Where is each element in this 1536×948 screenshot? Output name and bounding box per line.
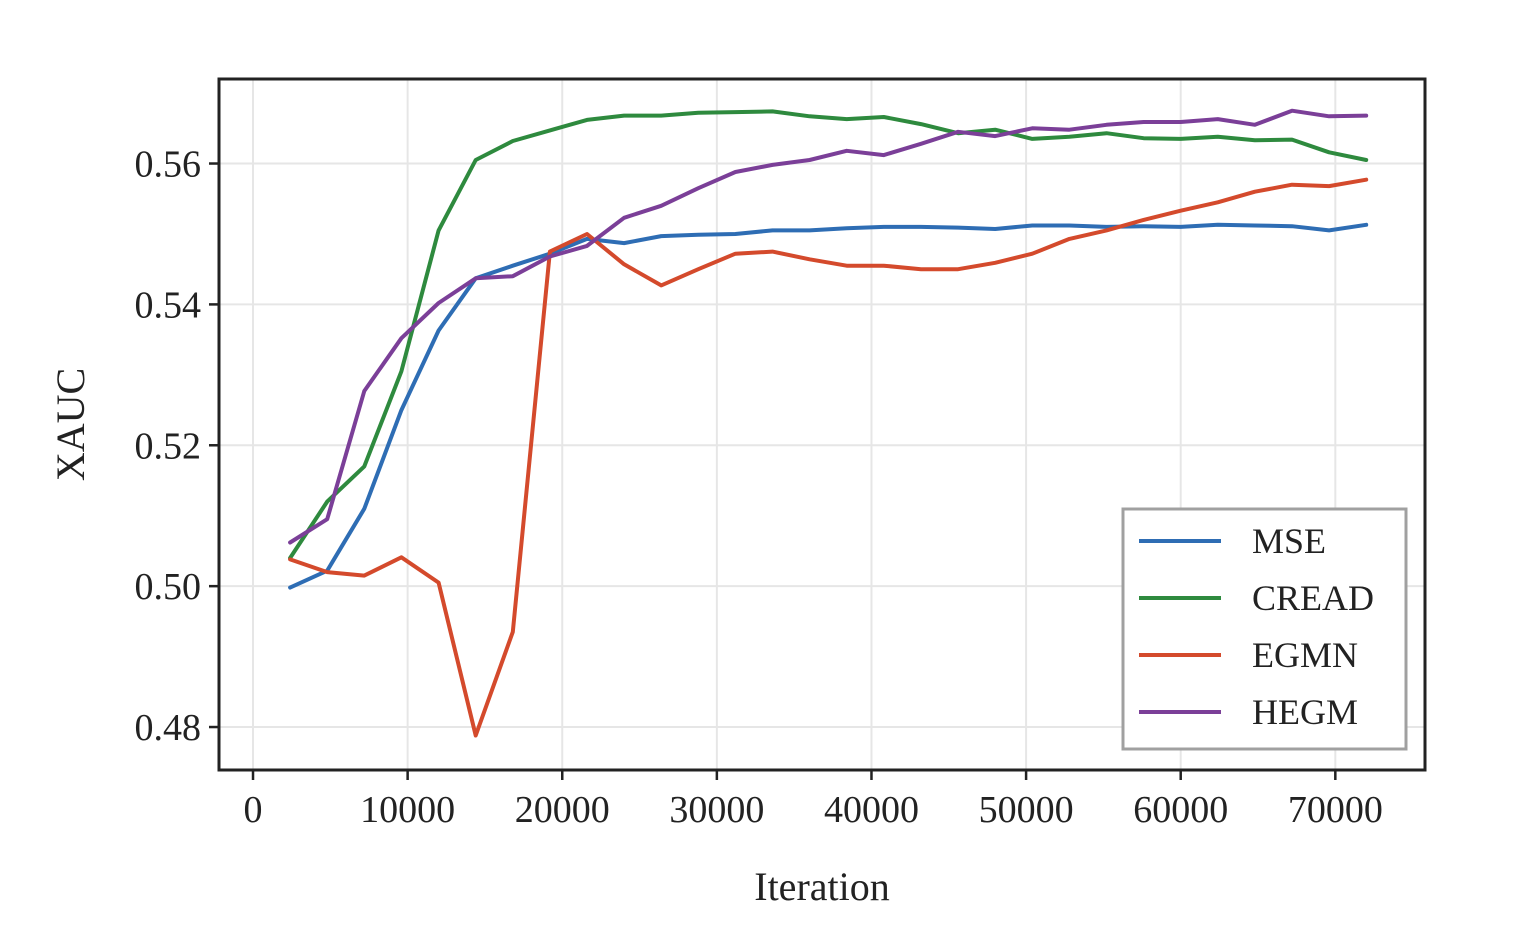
series-line-hegm bbox=[288, 108, 1369, 545]
series-lines bbox=[288, 108, 1369, 738]
y-axis-title: XAUC bbox=[48, 368, 93, 481]
y-tick-label: 0.54 bbox=[135, 284, 202, 326]
y-tick-label: 0.50 bbox=[135, 566, 202, 608]
x-tick-label: 30000 bbox=[669, 789, 764, 831]
series-line-mse bbox=[288, 222, 1369, 590]
y-tick-label: 0.52 bbox=[135, 425, 202, 467]
legend: MSE CREAD EGMN HEGM bbox=[1121, 507, 1408, 751]
x-tick-label: 60000 bbox=[1133, 789, 1228, 831]
y-tick-label: 0.56 bbox=[135, 144, 202, 186]
legend-label-hegm: HEGM bbox=[1252, 692, 1358, 732]
legend-box bbox=[1121, 507, 1408, 751]
axis-ticks: 0 10000 20000 30000 40000 50000 60000 70000 0.48… bbox=[135, 144, 1383, 831]
x-tick-label: 70000 bbox=[1288, 789, 1383, 831]
legend-label-mse: MSE bbox=[1252, 521, 1326, 561]
legend-label-cread: CREAD bbox=[1252, 578, 1374, 618]
y-tick-label: 0.48 bbox=[135, 707, 202, 749]
x-tick-label: 50000 bbox=[979, 789, 1074, 831]
x-tick-label: 20000 bbox=[515, 789, 610, 831]
series-line-cread bbox=[288, 109, 1369, 560]
plot-frame bbox=[217, 77, 1427, 772]
x-tick-label: 10000 bbox=[360, 789, 455, 831]
x-tick-label: 40000 bbox=[824, 789, 919, 831]
x-axis-title: Iteration bbox=[754, 864, 890, 909]
x-tick-label: 0 bbox=[244, 789, 263, 831]
series-line-egmn bbox=[288, 177, 1369, 738]
legend-label-egmn: EGMN bbox=[1252, 635, 1358, 675]
